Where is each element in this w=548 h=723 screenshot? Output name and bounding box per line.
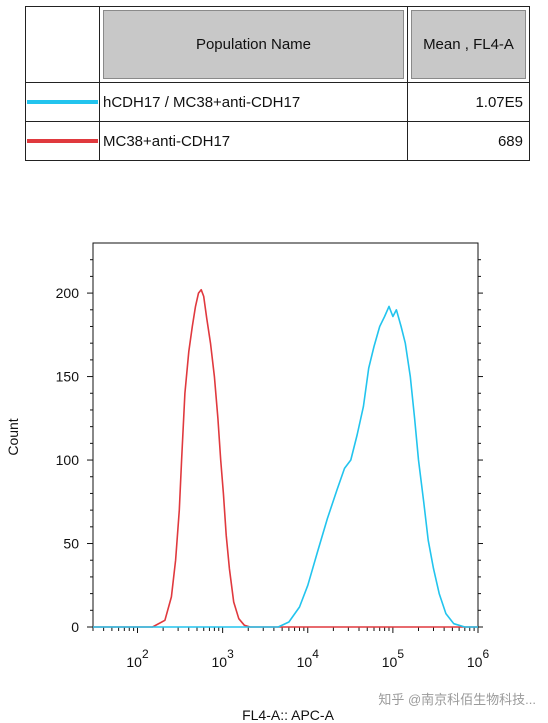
header-mean-fl4a: Mean , FL4-A <box>407 6 530 83</box>
y-tick-label: 0 <box>71 619 79 635</box>
x-tick-label: 106 <box>467 647 490 670</box>
x-axis-label: FL4-A:: APC-A <box>242 707 334 723</box>
table-header-row: Population Name Mean , FL4-A <box>25 6 530 83</box>
x-tick-label: 104 <box>297 647 320 670</box>
histogram-series-cyan <box>93 305 478 628</box>
row-mean-value: 689 <box>407 121 530 161</box>
y-axis-label: Count <box>5 418 21 455</box>
cyan-line-swatch <box>27 100 98 104</box>
x-tick-label: 102 <box>126 647 149 670</box>
histogram-series-red <box>93 288 478 628</box>
histogram-chart: 0 50 100 150 200 102 103 104 105 106 Count FL4-A:… <box>5 242 490 723</box>
plot-frame <box>92 242 479 628</box>
watermark: 知乎 @南京科佰生物科技... <box>378 692 536 707</box>
y-tick-label: 50 <box>63 536 79 552</box>
y-tick-label: 100 <box>56 452 80 468</box>
table-row: MC38+anti-CDH17 689 <box>25 121 530 161</box>
table-row: hCDH17 / MC38+anti-CDH17 1.07E5 <box>25 82 530 122</box>
header-swatch-cell <box>25 6 100 83</box>
x-tick-label: 103 <box>211 647 234 670</box>
y-tick-label: 200 <box>56 285 80 301</box>
red-line-swatch <box>27 139 98 143</box>
row-population-name: hCDH17 / MC38+anti-CDH17 <box>99 82 408 122</box>
population-legend-table: Population Name Mean , FL4-A hCDH17 / MC… <box>25 6 530 161</box>
y-tick-label: 150 <box>56 369 80 385</box>
header-population-name: Population Name <box>99 6 408 83</box>
row-population-name: MC38+anti-CDH17 <box>99 121 408 161</box>
row-swatch-cell <box>25 121 100 161</box>
row-mean-value: 1.07E5 <box>407 82 530 122</box>
row-swatch-cell <box>25 82 100 122</box>
x-tick-label: 105 <box>382 647 405 670</box>
